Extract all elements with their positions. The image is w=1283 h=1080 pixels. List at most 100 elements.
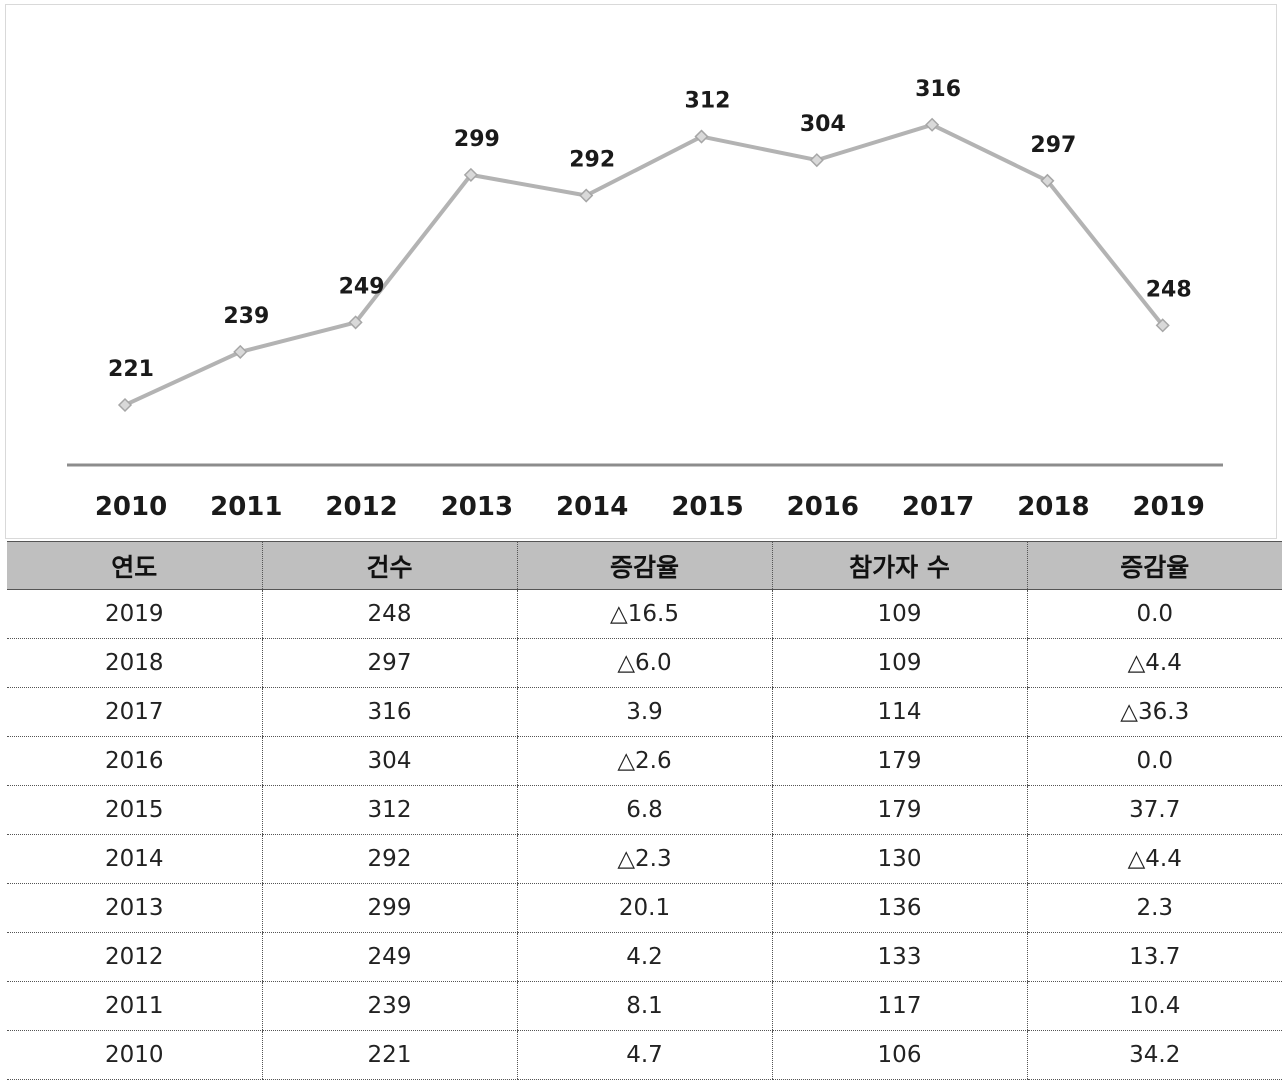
cell-count: 248 [261, 589, 517, 639]
data-label: 316 [915, 77, 961, 102]
data-point [925, 117, 940, 132]
cell-participants: 109 [771, 589, 1027, 639]
data-point [1040, 173, 1055, 188]
cell-participants: 179 [771, 785, 1027, 835]
x-tick-label: 2015 [671, 492, 743, 522]
x-tick-label: 2011 [210, 492, 282, 522]
data-label: 292 [569, 148, 615, 173]
cell-count: 221 [261, 1030, 517, 1080]
data-table: 연도 건수 증감율 참가자 수 증감율 2019 248 △16.5 109 0.0 20… [7, 541, 1282, 1080]
cell-count: 316 [261, 687, 517, 737]
cell-count-change-rate: 4.2 [516, 932, 772, 982]
cell-participants-change-rate: △36.3 [1026, 687, 1282, 737]
cell-participants: 109 [771, 638, 1027, 688]
cell-count: 249 [261, 932, 517, 982]
cell-count-change-rate: 3.9 [516, 687, 772, 737]
cell-count: 299 [261, 883, 517, 933]
cell-participants: 117 [771, 981, 1027, 1031]
table-row: 2016 304 △2.6 179 0.0 [7, 736, 1282, 786]
cell-participants: 106 [771, 1030, 1027, 1080]
cell-participants: 133 [771, 932, 1027, 982]
cell-year: 2010 [7, 1030, 262, 1080]
data-point [579, 188, 594, 203]
data-point [694, 129, 709, 144]
cell-count-change-rate: 4.7 [516, 1030, 772, 1080]
line-chart: 221 2010 239 2011 249 2012 299 2013 292 2014 312 20… [67, 77, 1223, 522]
data-point [117, 397, 133, 413]
cell-count-change-rate: △6.0 [516, 638, 772, 688]
table-header-row: 연도 건수 증감율 참가자 수 증감율 [7, 541, 1282, 590]
cell-year: 2019 [7, 589, 262, 639]
cell-participants-change-rate: 37.7 [1026, 785, 1282, 835]
x-tick-label: 2012 [325, 492, 397, 522]
data-label: 304 [800, 112, 846, 137]
table-row: 2013 299 20.1 136 2.3 [7, 883, 1282, 933]
cell-count-change-rate: 8.1 [516, 981, 772, 1031]
header-participants: 참가자 수 [771, 541, 1027, 590]
cell-year: 2017 [7, 687, 262, 737]
header-participants-change-rate: 증감율 [1026, 541, 1282, 590]
cell-year: 2012 [7, 932, 262, 982]
data-point [348, 315, 363, 330]
data-label: 312 [685, 89, 731, 114]
data-label: 299 [454, 127, 500, 152]
cell-count: 312 [261, 785, 517, 835]
x-tick-label: 2010 [95, 492, 167, 522]
table-row: 2011 239 8.1 117 10.4 [7, 981, 1282, 1031]
x-tick-label: 2018 [1017, 492, 1089, 522]
data-point [809, 153, 824, 168]
data-point [463, 167, 478, 182]
table-row: 2019 248 △16.5 109 0.0 [7, 589, 1282, 639]
cell-count: 297 [261, 638, 517, 688]
x-tick-label: 2016 [787, 492, 859, 522]
cell-year: 2016 [7, 736, 262, 786]
x-tick-label: 2013 [441, 492, 513, 522]
cell-year: 2018 [7, 638, 262, 688]
cell-participants-change-rate: △4.4 [1026, 834, 1282, 884]
x-tick-label: 2019 [1133, 492, 1205, 522]
cell-participants: 179 [771, 736, 1027, 786]
cell-participants-change-rate: 2.3 [1026, 883, 1282, 933]
cell-participants: 136 [771, 883, 1027, 933]
header-year: 연도 [7, 541, 262, 590]
table-row: 2014 292 △2.3 130 △4.4 [7, 834, 1282, 884]
cell-participants-change-rate: 34.2 [1026, 1030, 1282, 1080]
cell-count: 304 [261, 736, 517, 786]
data-label: 239 [223, 304, 269, 329]
x-tick-label: 2014 [556, 492, 628, 522]
header-count-change-rate: 증감율 [516, 541, 772, 590]
cell-participants-change-rate: △4.4 [1026, 638, 1282, 688]
cell-year: 2014 [7, 834, 262, 884]
data-label: 248 [1146, 277, 1192, 302]
cell-count-change-rate: △2.6 [516, 736, 772, 786]
data-point [1155, 318, 1170, 333]
table-row: 2018 297 △6.0 109 △4.4 [7, 638, 1282, 688]
cell-year: 2015 [7, 785, 262, 835]
table-row: 2015 312 6.8 179 37.7 [7, 785, 1282, 835]
table-row: 2012 249 4.2 133 13.7 [7, 932, 1282, 982]
cell-year: 2011 [7, 981, 262, 1031]
series-line [124, 122, 1165, 407]
cell-count-change-rate: △16.5 [516, 589, 772, 639]
data-label: 221 [108, 357, 154, 382]
data-label: 249 [339, 274, 385, 299]
cell-count-change-rate: 20.1 [516, 883, 772, 933]
table-body: 2019 248 △16.5 109 0.0 2018 297 △6.0 109 △4.4 2017… [7, 589, 1282, 1080]
data-point [233, 344, 248, 359]
cell-participants: 130 [771, 834, 1027, 884]
cell-participants-change-rate: 0.0 [1026, 589, 1282, 639]
cell-participants-change-rate: 0.0 [1026, 736, 1282, 786]
cell-participants: 114 [771, 687, 1027, 737]
cell-count-change-rate: △2.3 [516, 834, 772, 884]
data-label: 297 [1030, 133, 1076, 158]
table-row: 2010 221 4.7 106 34.2 [7, 1030, 1282, 1080]
cell-participants-change-rate: 10.4 [1026, 981, 1282, 1031]
cell-count: 292 [261, 834, 517, 884]
cell-count: 239 [261, 981, 517, 1031]
table-row: 2017 316 3.9 114 △36.3 [7, 687, 1282, 737]
chart-frame: 221 2010 239 2011 249 2012 299 2013 292 2014 312 20… [5, 4, 1277, 539]
cell-year: 2013 [7, 883, 262, 933]
x-tick-label: 2017 [902, 492, 974, 522]
cell-participants-change-rate: 13.7 [1026, 932, 1282, 982]
cell-count-change-rate: 6.8 [516, 785, 772, 835]
